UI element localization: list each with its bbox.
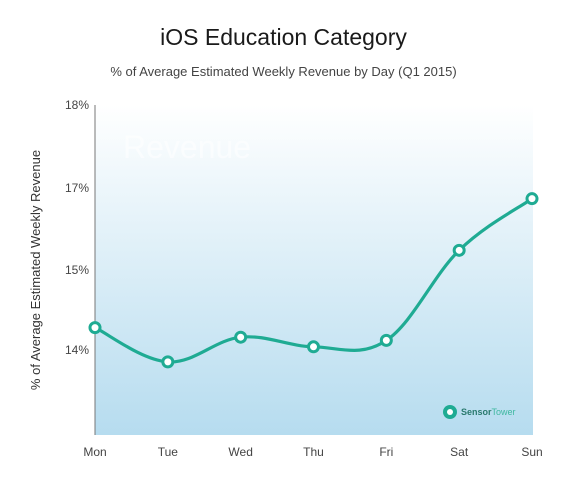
- data-point: [379, 333, 393, 347]
- chart-title: iOS Education Category: [160, 24, 407, 50]
- x-tick-label: Thu: [303, 445, 324, 459]
- x-tick-label: Sun: [521, 445, 542, 459]
- y-tick-label: 18%: [65, 98, 89, 112]
- data-point: [307, 340, 320, 354]
- data-point: [88, 321, 102, 335]
- sensortower-logo-icon-inner: [447, 409, 453, 415]
- chart-subtitle: % of Average Estimated Weekly Revenue by…: [110, 64, 457, 79]
- y-axis-label: % of Average Estimated Weekly Revenue: [28, 150, 43, 390]
- data-point: [234, 330, 248, 344]
- watermark-text: Revenue: [123, 129, 251, 165]
- y-tick-label: 14%: [65, 343, 89, 357]
- sensortower-logo: SensorTower: [443, 405, 516, 419]
- x-tick-label: Mon: [83, 445, 106, 459]
- x-tick-label: Wed: [228, 445, 252, 459]
- brand-name-b: Tower: [492, 407, 516, 417]
- x-tick-label: Fri: [379, 445, 393, 459]
- brand-text: SensorTower: [461, 407, 516, 417]
- brand-name-a: Sensor: [461, 407, 492, 417]
- data-point: [452, 243, 466, 257]
- x-tick-label: Tue: [158, 445, 179, 459]
- x-tick-label: Sat: [450, 445, 469, 459]
- data-point: [525, 192, 539, 206]
- data-point: [161, 355, 175, 369]
- y-tick-label: 15%: [65, 263, 89, 277]
- y-tick-label: 17%: [65, 181, 89, 195]
- plot-area: [95, 105, 533, 435]
